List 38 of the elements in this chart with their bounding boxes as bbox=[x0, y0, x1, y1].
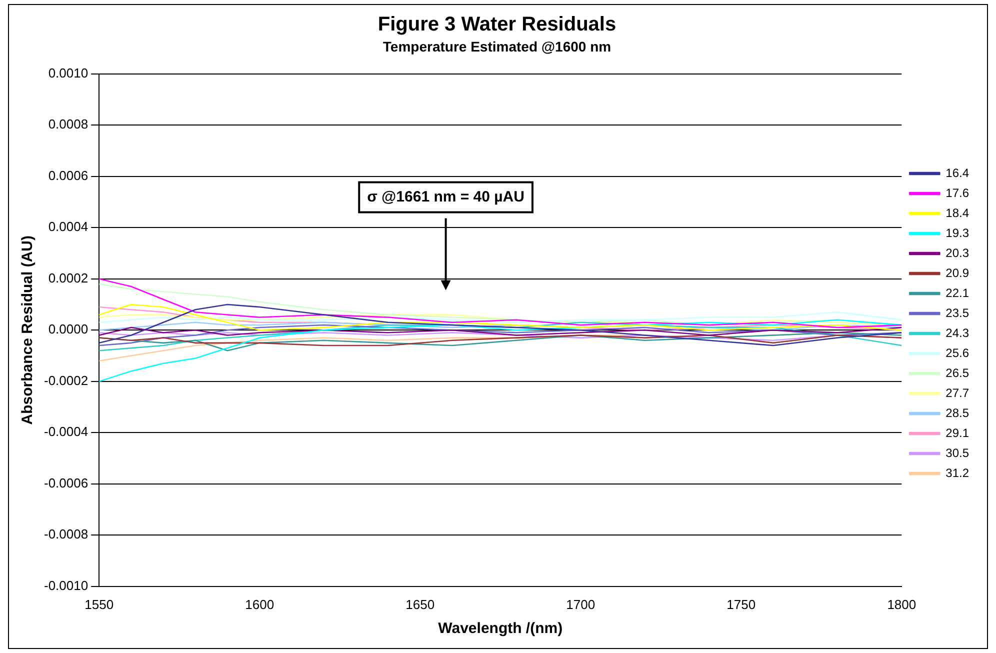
y-tick-label: 0.0006 bbox=[48, 168, 88, 183]
x-tick-label: 1550 bbox=[84, 596, 114, 612]
legend-label: 31.2 bbox=[946, 466, 970, 480]
x-axis-title: Wavelength /(nm) bbox=[438, 620, 563, 638]
y-tick-label: -0.0006 bbox=[44, 475, 88, 490]
y-axis-title: Absorbance Residual (AU) bbox=[19, 235, 36, 425]
legend-label: 30.5 bbox=[946, 446, 970, 460]
legend-label: 20.3 bbox=[946, 246, 970, 260]
y-tick-label: 0.0002 bbox=[48, 270, 88, 286]
legend-label: 20.9 bbox=[946, 266, 970, 280]
y-tick-label: -0.0004 bbox=[44, 424, 88, 440]
legend-label: 23.5 bbox=[946, 306, 970, 320]
y-tick-label: -0.0010 bbox=[44, 578, 88, 593]
annotation: σ @1661 nm = 40 µAU bbox=[367, 188, 524, 206]
chart-title: Figure 3 Water Residuals bbox=[378, 14, 616, 36]
y-tick-label: 0.0004 bbox=[48, 219, 88, 234]
legend-label: 28.5 bbox=[946, 406, 970, 420]
chart-subtitle: Temperature Estimated @1600 nm bbox=[382, 38, 612, 54]
y-tick-label: -0.0002 bbox=[44, 372, 88, 388]
x-tick-label: 1750 bbox=[726, 596, 756, 612]
x-tick-label: 1800 bbox=[887, 596, 916, 612]
legend-label: 29.1 bbox=[946, 426, 970, 440]
y-tick-label: 0.0000 bbox=[48, 322, 88, 337]
legend-label: 22.1 bbox=[946, 286, 970, 300]
legend-label: 19.3 bbox=[946, 226, 970, 240]
legend-label: 26.5 bbox=[946, 366, 970, 380]
x-tick-label: 1700 bbox=[566, 596, 596, 612]
y-tick-label: 0.0008 bbox=[48, 116, 88, 132]
legend-label: 24.3 bbox=[946, 326, 970, 340]
x-tick-label: 1650 bbox=[406, 596, 435, 612]
legend-label: 16.4 bbox=[946, 166, 970, 180]
legend-label: 25.6 bbox=[946, 346, 970, 360]
legend-label: 27.7 bbox=[946, 386, 970, 400]
legend-label: 18.4 bbox=[946, 206, 970, 220]
x-tick-label: 1600 bbox=[245, 596, 274, 612]
legend-label: 17.6 bbox=[946, 186, 970, 200]
y-tick-label: 0.0010 bbox=[48, 65, 88, 80]
y-tick-label: -0.0008 bbox=[44, 526, 88, 542]
